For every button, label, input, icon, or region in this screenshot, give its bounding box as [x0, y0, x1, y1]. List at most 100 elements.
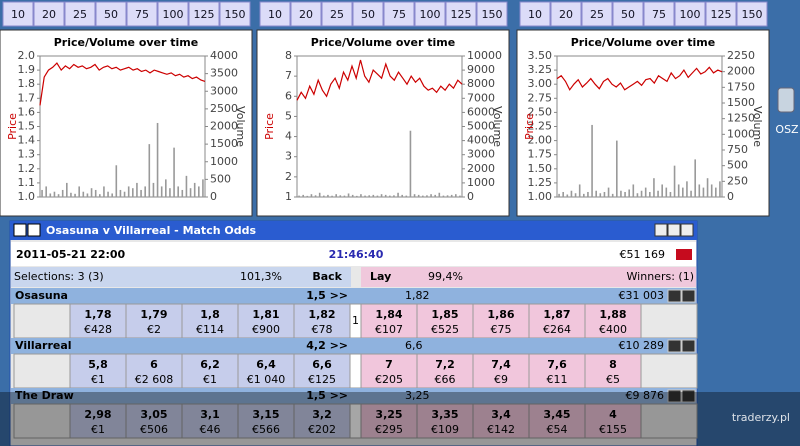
range-button[interactable] — [352, 1, 384, 27]
back-cell[interactable] — [125, 303, 183, 339]
volume-bar — [148, 144, 151, 197]
range-button[interactable] — [383, 1, 415, 27]
range-button[interactable] — [445, 1, 477, 27]
icon-label: OSZ — [775, 123, 799, 136]
window-control[interactable] — [667, 223, 681, 237]
plot-area — [39, 55, 206, 198]
lay-cell[interactable] — [584, 403, 642, 439]
back-cell[interactable] — [125, 403, 183, 439]
y-tick-label: 5 — [285, 109, 292, 122]
chart-button[interactable] — [681, 289, 696, 303]
y-tick-label: 2 — [285, 170, 292, 183]
y-axis-label: Price — [263, 113, 276, 140]
lay-amount: €9 — [494, 373, 508, 386]
range-button-label: 20 — [299, 8, 313, 21]
volume-bar — [719, 181, 721, 197]
back-odds: 3,05 — [140, 408, 167, 421]
end-cell — [640, 403, 698, 439]
back-cell[interactable] — [181, 403, 239, 439]
selections-lay-bg — [361, 267, 696, 287]
lay-cell[interactable] — [416, 303, 474, 339]
range-button[interactable] — [64, 1, 96, 27]
back-cell[interactable] — [69, 403, 127, 439]
volume-bar — [327, 194, 329, 197]
lay-odds: 7,6 — [547, 358, 567, 371]
lay-amount: €54 — [547, 423, 568, 436]
volume-bar — [599, 193, 602, 197]
back-header: Back — [312, 270, 342, 283]
lay-cell[interactable] — [360, 403, 418, 439]
lay-cell[interactable] — [584, 353, 642, 389]
range-button[interactable] — [643, 1, 675, 27]
range-button[interactable] — [414, 1, 446, 27]
lay-cell[interactable] — [528, 403, 586, 439]
chart-button[interactable] — [667, 389, 682, 403]
back-cell[interactable] — [293, 403, 351, 439]
window-control[interactable] — [680, 223, 694, 237]
range-button[interactable] — [612, 1, 644, 27]
back-cell[interactable] — [125, 353, 183, 389]
range-button[interactable] — [259, 1, 291, 27]
runner-name: Villarreal — [15, 339, 72, 352]
volume-bar — [640, 190, 643, 197]
chart-button[interactable] — [681, 339, 696, 353]
back-cell[interactable] — [237, 353, 295, 389]
volume-bar — [66, 182, 68, 197]
y-tick-label: 1.8 — [18, 77, 36, 90]
window-control[interactable] — [654, 223, 668, 237]
volume-bar — [41, 189, 43, 197]
range-button[interactable] — [736, 1, 768, 27]
y-tick-label: 3.25 — [528, 63, 553, 76]
volume-bar — [103, 186, 105, 197]
lay-cell[interactable] — [584, 303, 642, 339]
chart-button[interactable] — [681, 389, 696, 403]
range-button[interactable] — [476, 1, 508, 27]
chart-button[interactable] — [667, 289, 682, 303]
range-button-label: 100 — [680, 8, 701, 21]
lay-cell[interactable] — [528, 303, 586, 339]
range-button[interactable] — [581, 1, 613, 27]
lay-cell[interactable] — [528, 353, 586, 389]
back-cell[interactable] — [237, 303, 295, 339]
range-button[interactable] — [95, 1, 127, 27]
lay-cell[interactable] — [472, 303, 530, 339]
chart-button[interactable] — [667, 339, 682, 353]
back-cell[interactable] — [69, 353, 127, 389]
volume-bar — [661, 184, 663, 197]
range-button[interactable] — [519, 1, 551, 27]
lay-cell[interactable] — [360, 303, 418, 339]
y-tick-label: 1.0 — [18, 190, 36, 203]
range-button[interactable] — [157, 1, 189, 27]
volume-bar — [417, 194, 420, 197]
range-button[interactable] — [705, 1, 737, 27]
lay-cell[interactable] — [416, 403, 474, 439]
range-button[interactable] — [2, 1, 34, 27]
range-button[interactable] — [126, 1, 158, 27]
lay-cell[interactable] — [416, 353, 474, 389]
back-cell[interactable] — [293, 353, 351, 389]
recycle-bin-icon[interactable] — [777, 87, 795, 113]
back-percent: 101,3% — [240, 270, 282, 283]
back-cell[interactable] — [293, 303, 351, 339]
lay-cell[interactable] — [472, 403, 530, 439]
volume-bar — [620, 190, 622, 197]
end-cell — [640, 303, 698, 339]
range-button[interactable] — [550, 1, 582, 27]
back-cell[interactable] — [237, 403, 295, 439]
range-button[interactable] — [674, 1, 706, 27]
volume-bar — [677, 184, 680, 197]
range-button[interactable] — [321, 1, 353, 27]
lay-cell[interactable] — [360, 353, 418, 389]
y-tick-label: 1.00 — [528, 190, 553, 203]
range-button[interactable] — [33, 1, 65, 27]
help-icon[interactable] — [27, 223, 41, 237]
range-button[interactable] — [219, 1, 251, 27]
y-tick-label: 1.4 — [18, 134, 36, 147]
back-cell[interactable] — [69, 303, 127, 339]
volume-bar — [90, 188, 93, 197]
volume-bar — [384, 194, 387, 197]
menu-icon[interactable] — [13, 223, 27, 237]
runner-header — [11, 388, 696, 404]
range-button[interactable] — [188, 1, 220, 27]
range-button[interactable] — [290, 1, 322, 27]
